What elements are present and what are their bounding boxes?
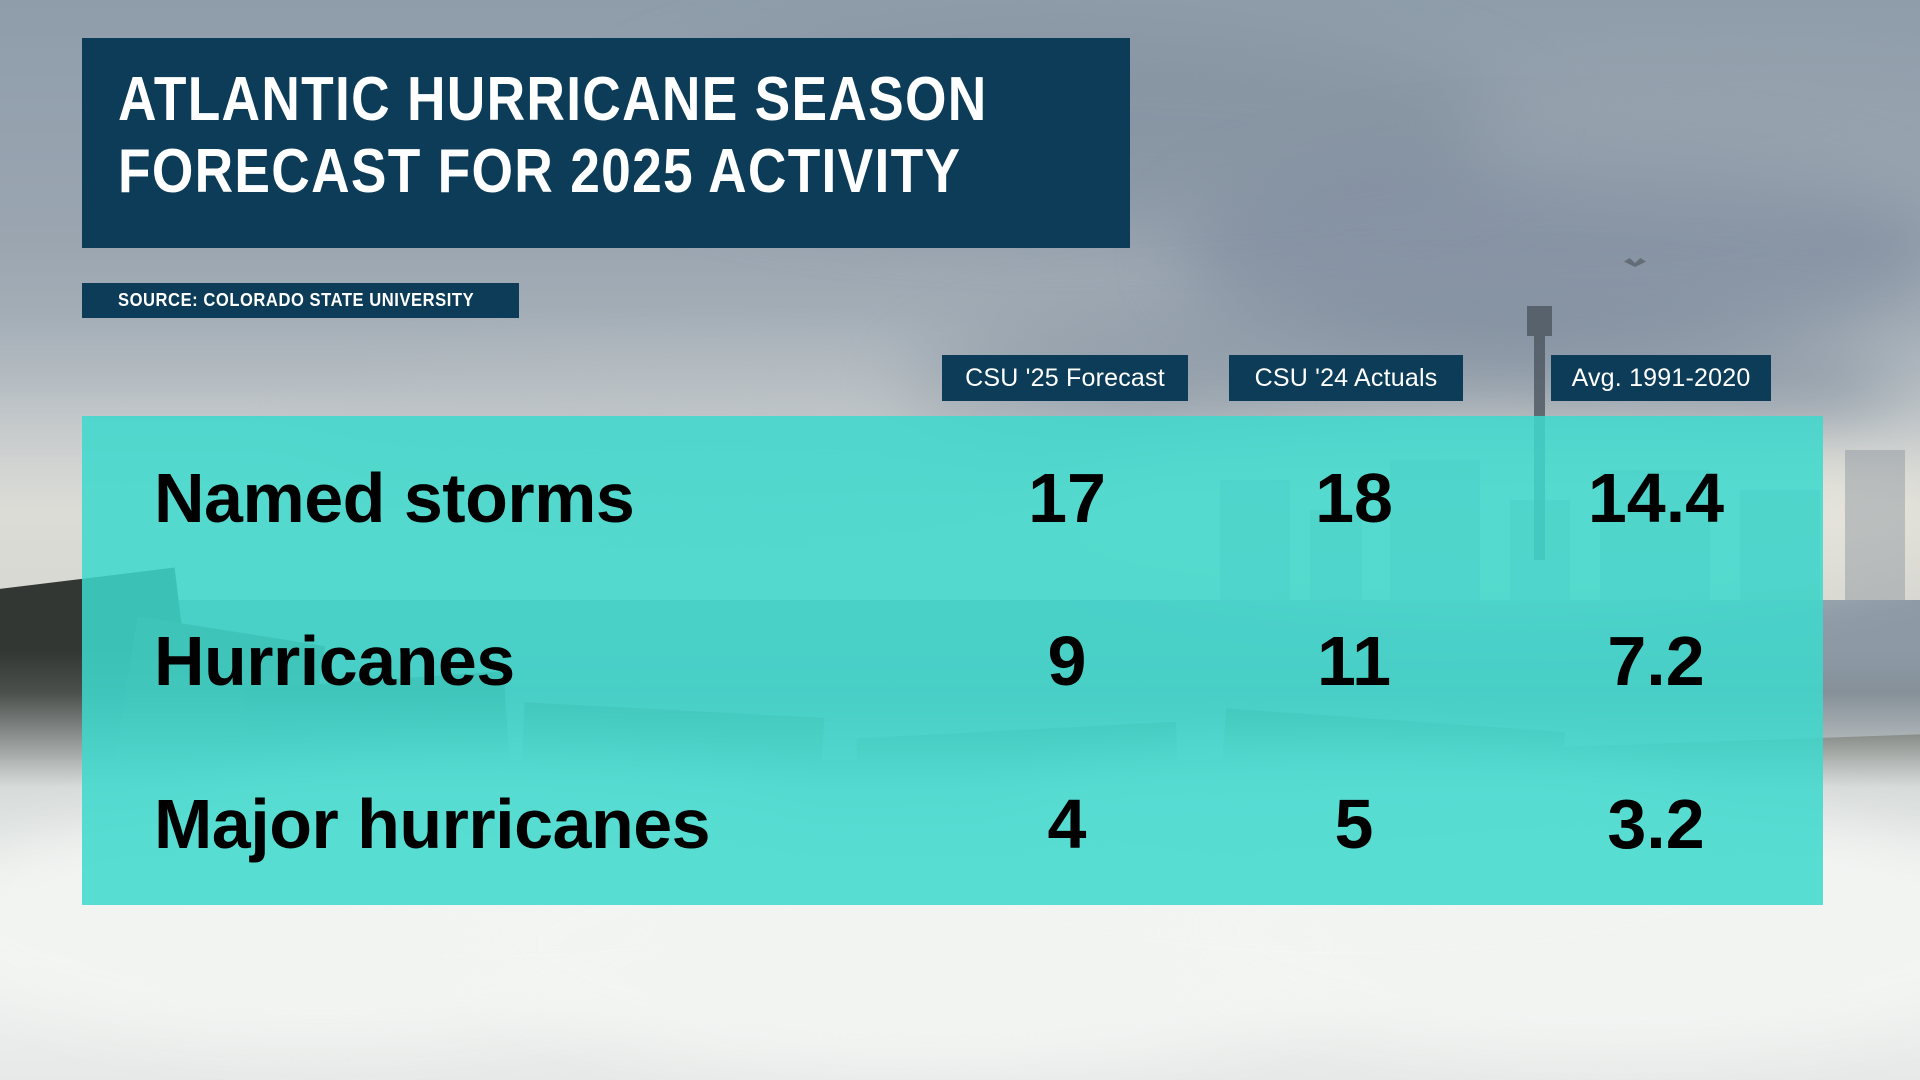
table-row: Major hurricanes 4 5 3.2 [82,742,1823,905]
cell-hurricanes-average: 7.2 [1607,621,1705,700]
table-row: Hurricanes 9 11 7.2 [82,579,1823,742]
column-header-row: CSU '25 Forecast CSU '24 Actuals Avg. 19… [0,355,1920,401]
cell-named-storms-average: 14.4 [1587,458,1725,537]
source-strip: SOURCE: COLORADO STATE UNIVERSITY [82,283,520,318]
cell-major-hurricanes-actuals: 5 [1334,784,1374,863]
cell-named-storms-actuals: 18 [1315,458,1393,537]
page-title-line-1: ATLANTIC HURRICANE SEASON [118,65,988,134]
row-label-named-storms: Named storms [154,458,635,537]
row-label-major-hurricanes: Major hurricanes [154,784,711,863]
title-block: ATLANTIC HURRICANE SEASON FORECAST FOR 2… [82,38,1130,248]
cell-major-hurricanes-forecast: 4 [1047,784,1087,863]
source-label: SOURCE: COLORADO STATE UNIVERSITY [118,290,475,310]
cell-major-hurricanes-average: 3.2 [1607,784,1705,863]
cell-hurricanes-actuals: 11 [1317,621,1391,700]
cell-named-storms-forecast: 17 [1028,458,1106,537]
column-header-actuals: CSU '24 Actuals [1229,355,1463,401]
table-row: Named storms 17 18 14.4 [82,416,1823,579]
building [1845,450,1905,600]
cell-hurricanes-forecast: 9 [1047,621,1087,700]
data-panel: Named storms 17 18 14.4 Hurricanes 9 11 … [82,416,1823,905]
row-label-hurricanes: Hurricanes [154,621,515,700]
cloud-band [1450,60,1920,210]
page-title-line-2: FORECAST FOR 2025 ACTIVITY [118,137,962,206]
column-header-average: Avg. 1991-2020 [1551,355,1771,401]
column-header-forecast: CSU '25 Forecast [942,355,1188,401]
